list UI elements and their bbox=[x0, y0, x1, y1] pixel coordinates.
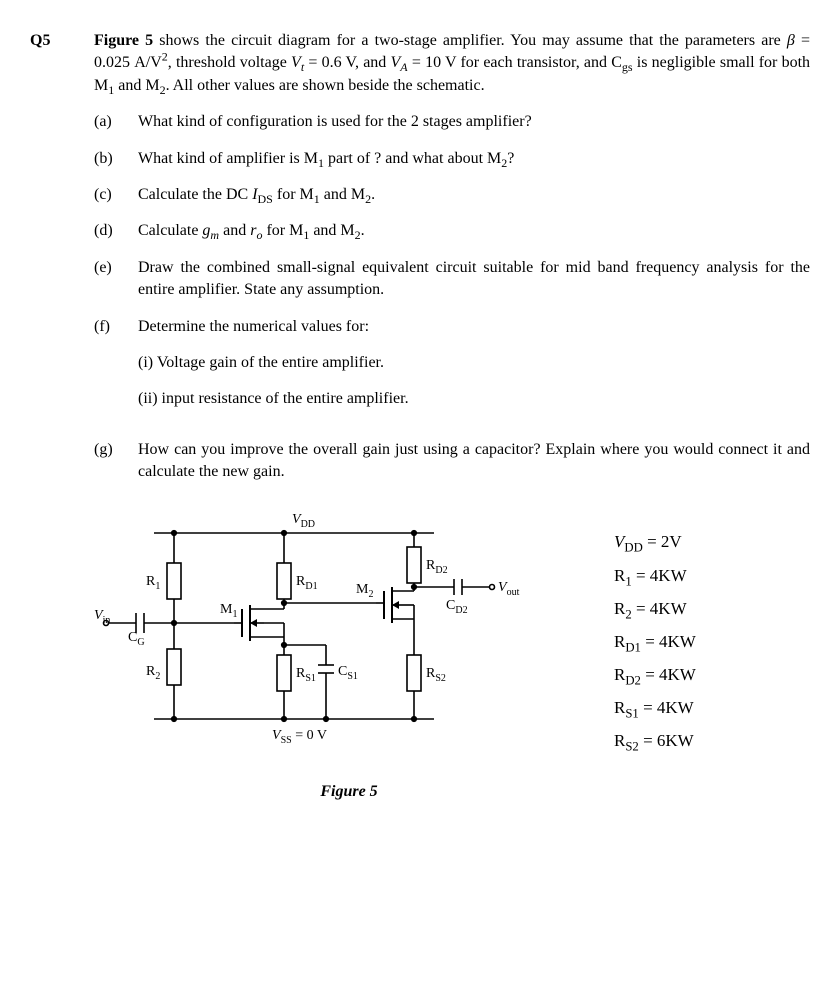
part-text: What kind of amplifier is M1 part of ? a… bbox=[138, 148, 810, 170]
part-text: Calculate the DC IDS for M1 and M2. bbox=[138, 184, 810, 206]
svg-text:CD2: CD2 bbox=[446, 598, 468, 616]
part-c: (c)Calculate the DC IDS for M1 and M2. bbox=[94, 184, 810, 206]
cs1-label: C bbox=[338, 664, 347, 679]
value-row: RD2 = 4KW bbox=[614, 658, 810, 691]
m2-label: M bbox=[356, 582, 369, 597]
value-row: R1 = 4KW bbox=[614, 559, 810, 592]
part-letter: (d) bbox=[94, 220, 138, 242]
vss-val: = 0 V bbox=[292, 728, 327, 743]
svg-text:R1: R1 bbox=[146, 574, 160, 592]
sub-part: (i) Voltage gain of the entire amplifier… bbox=[138, 352, 810, 374]
figure-area: VDD VSS = 0 V Vin Vout R1 R2 RD1 RD2 RS1… bbox=[94, 505, 810, 803]
r1-sub: 1 bbox=[155, 581, 160, 592]
rs2-sub: S2 bbox=[435, 673, 446, 684]
intro-text: Figure 5 shows the circuit diagram for a… bbox=[94, 30, 810, 97]
cs1-sub: S1 bbox=[347, 671, 358, 682]
part-text: Draw the combined small-signal equivalen… bbox=[138, 257, 810, 302]
question-number: Q5 bbox=[30, 30, 94, 52]
svg-text:RD1: RD1 bbox=[296, 574, 318, 592]
figure-caption: Figure 5 bbox=[164, 781, 534, 803]
vin-sub: in bbox=[103, 615, 111, 626]
svg-text:Vout: Vout bbox=[498, 580, 520, 598]
part-g: (g)How can you improve the overall gain … bbox=[94, 439, 810, 484]
rd2-sub: D2 bbox=[435, 565, 447, 576]
part-f: (f)Determine the numerical values for:(i… bbox=[94, 316, 810, 425]
vss-sub: SS bbox=[281, 735, 292, 746]
value-row: R2 = 4KW bbox=[614, 592, 810, 625]
sub-parts: (i) Voltage gain of the entire amplifier… bbox=[138, 352, 810, 411]
part-letter: (a) bbox=[94, 111, 138, 133]
svg-text:Vin: Vin bbox=[94, 608, 110, 626]
value-row: VDD = 2V bbox=[614, 525, 810, 558]
part-text: How can you improve the overall gain jus… bbox=[138, 439, 810, 484]
part-a: (a)What kind of configuration is used fo… bbox=[94, 111, 810, 133]
circuit-diagram: VDD VSS = 0 V Vin Vout R1 R2 RD1 RD2 RS1… bbox=[94, 505, 534, 803]
part-e: (e)Draw the combined small-signal equiva… bbox=[94, 257, 810, 302]
svg-text:RS2: RS2 bbox=[426, 666, 446, 684]
svg-text:CS1: CS1 bbox=[338, 664, 358, 682]
svg-text:R2: R2 bbox=[146, 664, 160, 682]
part-letter: (e) bbox=[94, 257, 138, 279]
part-letter: (b) bbox=[94, 148, 138, 170]
rs1-sub: S1 bbox=[305, 673, 316, 684]
question-wrap: Q5 Figure 5 shows the circuit diagram fo… bbox=[30, 30, 810, 803]
part-text: Calculate gm and ro for M1 and M2. bbox=[138, 220, 810, 242]
cg-sub: G bbox=[137, 637, 144, 648]
part-text: Determine the numerical values for:(i) V… bbox=[138, 316, 810, 425]
part-letter: (g) bbox=[94, 439, 138, 461]
svg-text:VSS = 0 V: VSS = 0 V bbox=[272, 728, 327, 746]
rd1-sub: D1 bbox=[305, 581, 317, 592]
m1-sub: 1 bbox=[232, 609, 237, 620]
part-text: What kind of configuration is used for t… bbox=[138, 111, 810, 133]
value-row: RS2 = 6KW bbox=[614, 724, 810, 757]
part-letter: (c) bbox=[94, 184, 138, 206]
svg-text:VDD: VDD bbox=[292, 512, 315, 530]
cg-label: C bbox=[128, 630, 137, 645]
part-d: (d)Calculate gm and ro for M1 and M2. bbox=[94, 220, 810, 242]
r2-sub: 2 bbox=[155, 671, 160, 682]
value-row: RS1 = 4KW bbox=[614, 691, 810, 724]
sub-part: (ii) input resistance of the entire ampl… bbox=[138, 388, 810, 410]
values-list: VDD = 2VR1 = 4KWR2 = 4KWRD1 = 4KWRD2 = 4… bbox=[534, 505, 810, 757]
value-row: RD1 = 4KW bbox=[614, 625, 810, 658]
cd2-label: C bbox=[446, 598, 455, 613]
part-b: (b)What kind of amplifier is M1 part of … bbox=[94, 148, 810, 170]
vout-sub: out bbox=[507, 587, 520, 598]
m1-label: M bbox=[220, 602, 233, 617]
svg-text:RD2: RD2 bbox=[426, 558, 448, 576]
svg-text:M1: M1 bbox=[220, 602, 237, 620]
question-body: Figure 5 shows the circuit diagram for a… bbox=[94, 30, 810, 803]
svg-text:RS1: RS1 bbox=[296, 666, 316, 684]
part-letter: (f) bbox=[94, 316, 138, 338]
m2-sub: 2 bbox=[368, 589, 373, 600]
parts-list: (a)What kind of configuration is used fo… bbox=[94, 111, 810, 483]
svg-text:CG: CG bbox=[128, 630, 145, 648]
vdd-sub: DD bbox=[301, 519, 315, 530]
cd2-sub: D2 bbox=[455, 605, 467, 616]
svg-text:M2: M2 bbox=[356, 582, 373, 600]
